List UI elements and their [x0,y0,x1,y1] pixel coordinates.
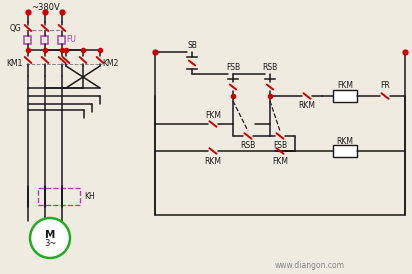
Text: KH: KH [84,192,95,201]
Bar [38,188,80,205]
Bar [24,36,31,44]
Text: www.diangon.com: www.diangon.com [275,261,345,270]
Bar [333,90,357,102]
Text: FSB: FSB [273,141,287,150]
Bar [42,36,49,44]
Text: KM2: KM2 [102,59,118,67]
Text: RKM: RKM [299,101,316,110]
Text: RSB: RSB [262,62,278,72]
Bar [59,36,66,44]
Text: FR: FR [380,81,390,90]
Text: FSB: FSB [226,62,240,72]
Text: FU: FU [66,35,76,44]
Text: ~380V: ~380V [30,2,59,12]
Text: FKM: FKM [205,110,221,119]
Circle shape [30,218,70,258]
Bar [333,145,357,157]
Text: 3~: 3~ [44,238,56,247]
Text: RKM: RKM [204,156,222,165]
Text: QG: QG [10,24,22,33]
Text: M: M [45,230,55,240]
Text: SB: SB [187,41,197,50]
Text: RSB: RSB [240,141,255,150]
Text: FKM: FKM [337,81,353,90]
Text: RKM: RKM [337,138,353,147]
Text: KM1: KM1 [6,59,22,67]
Text: FKM: FKM [272,156,288,165]
